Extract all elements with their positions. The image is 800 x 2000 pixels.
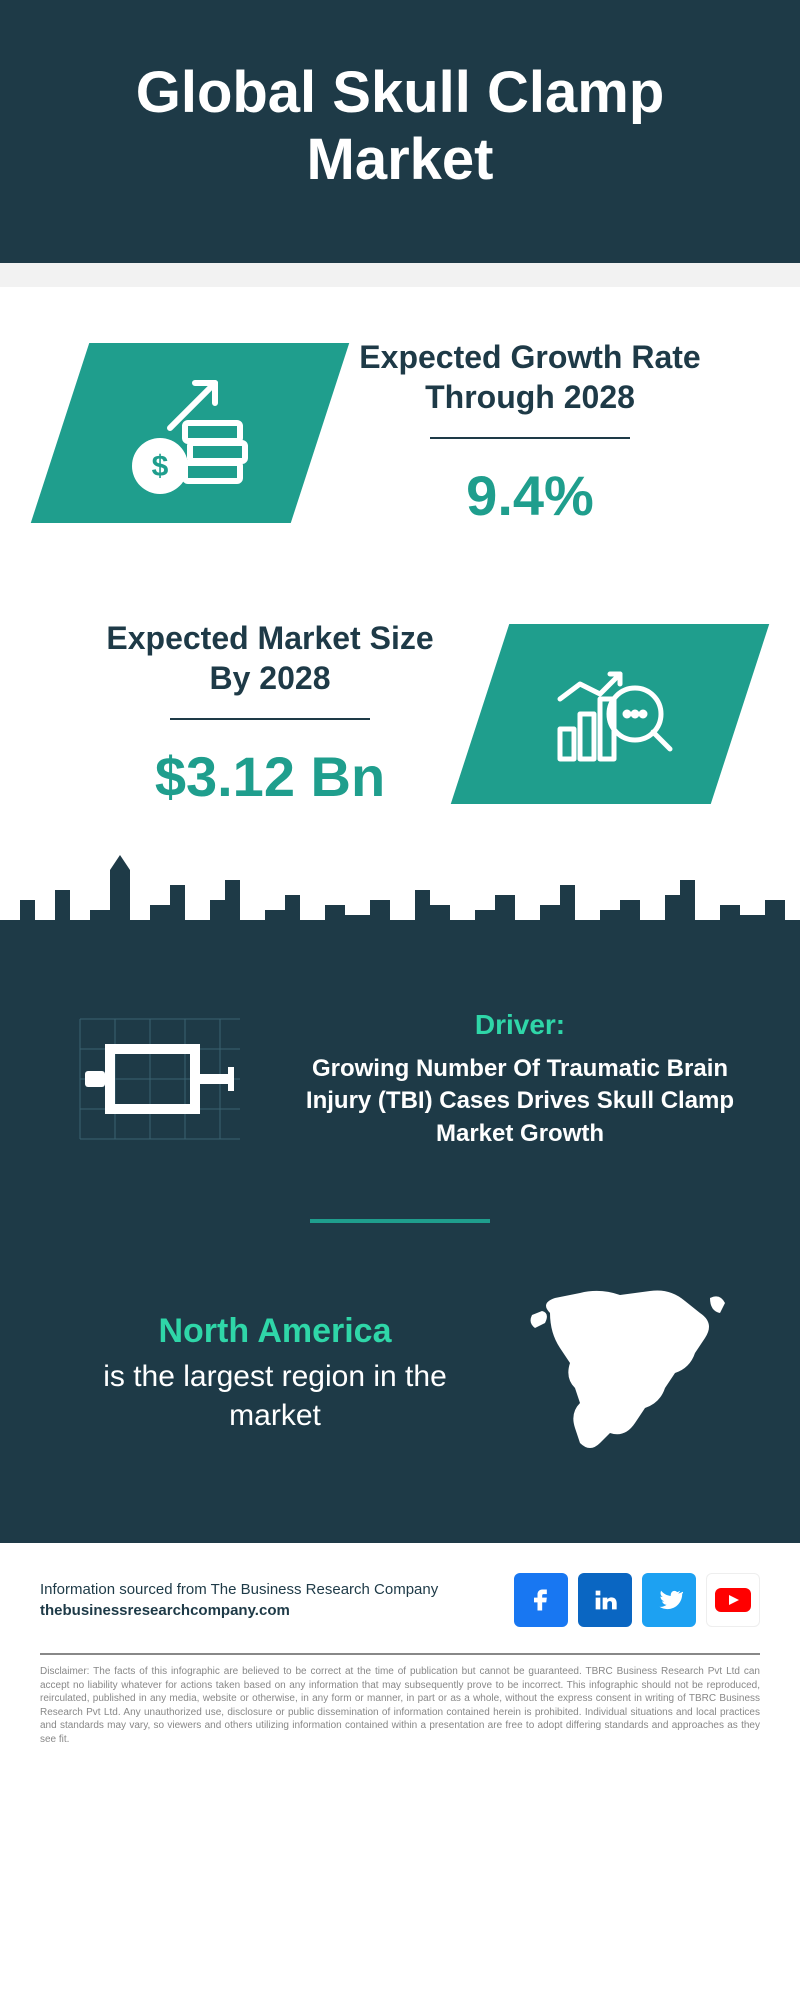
footer-top: Information sourced from The Business Re…: [40, 1573, 760, 1647]
source-text: Information sourced from The Business Re…: [40, 1579, 438, 1621]
facebook-icon[interactable]: [514, 1573, 568, 1627]
stat-growth-rate: $ Expected Growth Rate Through 2028 9.4%: [0, 287, 800, 568]
clamp-icon: [60, 999, 260, 1159]
stat-value: 9.4%: [350, 463, 710, 528]
north-america-map-icon: [520, 1283, 740, 1463]
region-sub: is the largest region in the market: [60, 1357, 490, 1435]
twitter-icon[interactable]: [642, 1573, 696, 1627]
skyline-graphic: [0, 849, 800, 959]
region-highlight: North America: [60, 1312, 490, 1351]
svg-text:$: $: [152, 450, 169, 483]
analytics-icon: [480, 624, 740, 804]
divider: [40, 1653, 760, 1655]
stat-label: Expected Market Size By 2028: [90, 618, 450, 698]
region-text: North America is the largest region in t…: [60, 1312, 490, 1435]
source-line: Information sourced from The Business Re…: [40, 1579, 438, 1600]
driver-desc: Growing Number Of Traumatic Brain Injury…: [300, 1053, 740, 1150]
stat-growth-text: Expected Growth Rate Through 2028 9.4%: [320, 337, 740, 528]
divider-bar: [0, 263, 800, 287]
source-domain: thebusinessresearchcompany.com: [40, 1600, 438, 1621]
stat-market-size: Expected Market Size By 2028 $3.12 Bn: [0, 568, 800, 849]
stat-size-text: Expected Market Size By 2028 $3.12 Bn: [60, 618, 480, 809]
divider: [310, 1219, 490, 1223]
region-row: North America is the largest region in t…: [0, 1273, 800, 1503]
stat-value: $3.12 Bn: [90, 744, 450, 809]
money-growth-icon: $: [60, 343, 320, 523]
divider: [170, 718, 370, 720]
dark-section: Driver: Growing Number Of Traumatic Brai…: [0, 849, 800, 1543]
driver-text: Driver: Growing Number Of Traumatic Brai…: [300, 1009, 740, 1150]
youtube-icon[interactable]: [706, 1573, 760, 1627]
linkedin-icon[interactable]: [578, 1573, 632, 1627]
stat-label: Expected Growth Rate Through 2028: [350, 337, 710, 417]
page-title: Global Skull Clamp Market: [40, 60, 760, 193]
footer: Information sourced from The Business Re…: [0, 1543, 800, 1776]
disclaimer-text: Disclaimer: The facts of this infographi…: [40, 1665, 760, 1746]
driver-row: Driver: Growing Number Of Traumatic Brai…: [0, 959, 800, 1189]
driver-label: Driver:: [300, 1009, 740, 1041]
divider: [430, 437, 630, 439]
header: Global Skull Clamp Market: [0, 0, 800, 263]
social-row: [514, 1573, 760, 1627]
